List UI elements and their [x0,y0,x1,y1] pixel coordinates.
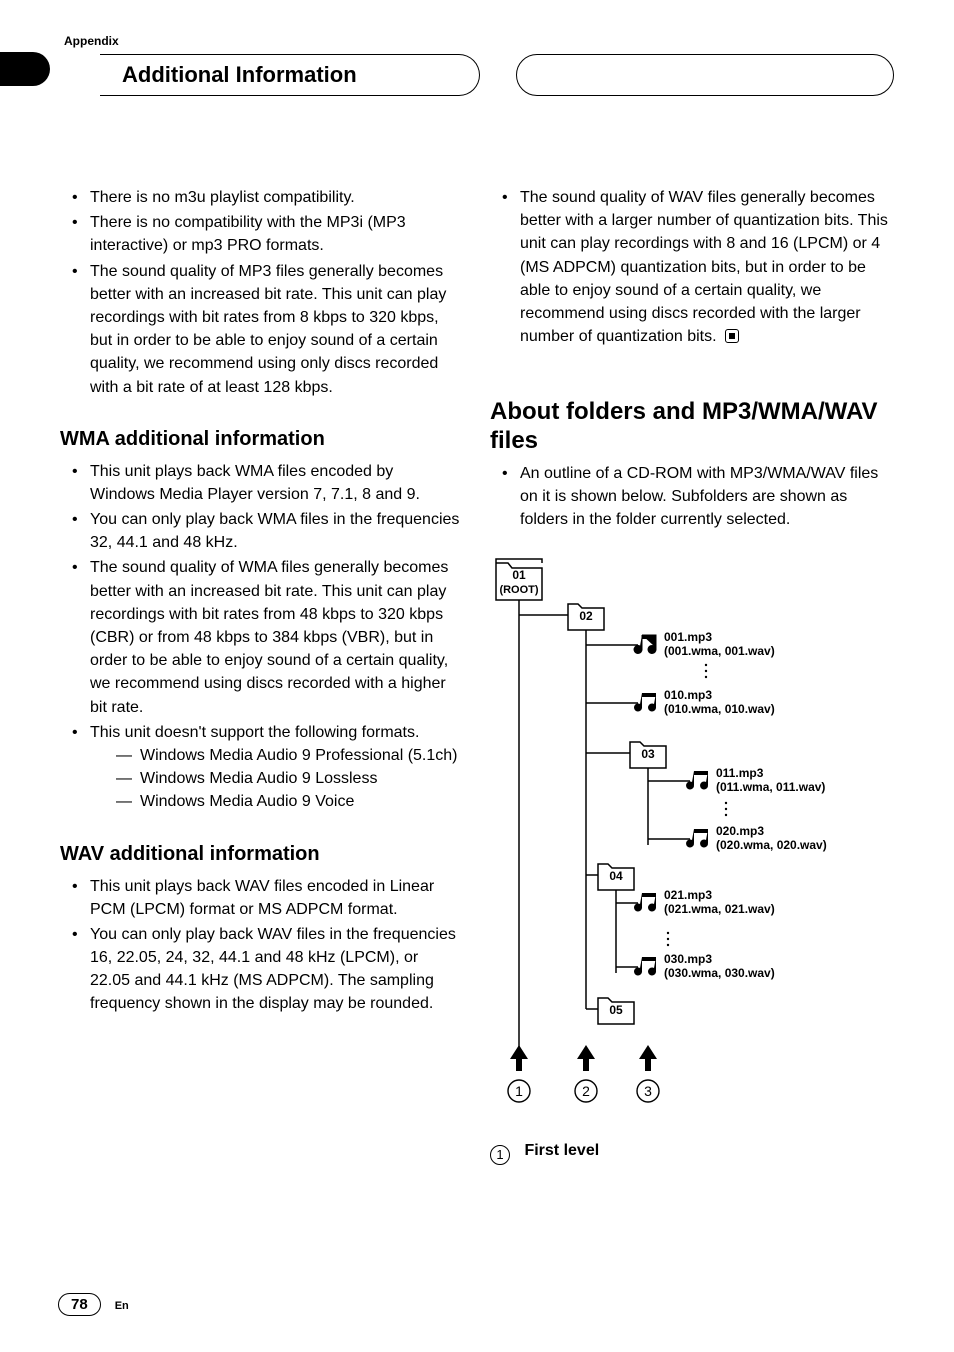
intro-bullet-list: There is no m3u playlist compatibility. … [60,186,460,399]
wav-heading: WAV additional information [60,840,460,869]
header-title: Additional Information [122,62,357,88]
section-tab [0,52,50,86]
svg-text:03: 03 [641,747,655,761]
list-item: There is no compatibility with the MP3i … [60,211,460,257]
svg-text:04: 04 [609,869,623,883]
first-level-label: 1 First level [490,1139,890,1165]
list-item: You can only play back WAV files in the … [60,923,460,1016]
list-item: The sound quality of WAV files generally… [490,186,890,348]
svg-text:3: 3 [644,1083,652,1099]
diagram-root-line1: 01 [512,568,526,582]
svg-text:(021.wma, 021.wav): (021.wma, 021.wav) [664,902,775,916]
section-heading: About folders and MP3/WMA/WAV files [490,398,890,456]
left-column: There is no m3u playlist compatibility. … [60,186,460,1165]
svg-text:(011.wma, 011.wav): (011.wma, 011.wav) [716,780,825,794]
dash-item: Windows Media Audio 9 Professional (5.1c… [90,744,460,767]
first-level-text: First level [524,1142,599,1159]
tree-svg: 01 (ROOT) 02 001.mp3 (001.wma, 001.wav) [490,545,890,1115]
svg-text:011.mp3: 011.mp3 [716,766,764,780]
dash-item: Windows Media Audio 9 Lossless [90,767,460,790]
page-badge: 78 En [58,1293,129,1316]
section-end-icon [725,329,739,343]
dash-item: Windows Media Audio 9 Voice [90,790,460,813]
list-item: The sound quality of WMA files generally… [60,556,460,718]
page-number: 78 [58,1293,101,1316]
list-item: This unit doesn't support the following … [60,721,460,814]
svg-text:1: 1 [515,1083,523,1099]
wma-dash-list: Windows Media Audio 9 Professional (5.1c… [90,744,460,814]
right-column: The sound quality of WAV files generally… [490,186,890,1165]
svg-text:021.mp3: 021.mp3 [664,888,712,902]
list-item: This unit plays back WAV files encoded i… [60,875,460,921]
section-bullet-list: An outline of a CD-ROM with MP3/WMA/WAV … [490,462,890,532]
arrow-icon [577,1045,595,1071]
list-item: You can only play back WMA files in the … [60,508,460,554]
header-row: Additional Information [60,54,894,96]
svg-text:030.mp3: 030.mp3 [664,952,712,966]
wma-heading: WMA additional information [60,425,460,454]
svg-text:05: 05 [609,1003,623,1017]
svg-text:001.mp3: 001.mp3 [664,630,712,644]
arrow-icon [639,1045,657,1071]
list-item-text: The sound quality of WAV files generally… [520,189,888,345]
svg-text:2: 2 [582,1083,590,1099]
svg-text:(010.wma, 010.wav): (010.wma, 010.wav) [664,702,775,716]
list-item: This unit plays back WMA files encoded b… [60,460,460,506]
list-item: There is no m3u playlist compatibility. [60,186,460,209]
circled-number: 1 [490,1145,510,1165]
appendix-label: Appendix [64,34,894,48]
svg-text:(020.wma, 020.wav): (020.wma, 020.wav) [716,838,827,852]
diagram-folder: 02 [579,609,593,623]
header-title-pill: Additional Information [100,54,480,96]
svg-text:(030.wma, 030.wav): (030.wma, 030.wav) [664,966,775,980]
wma-bullet-list: This unit plays back WMA files encoded b… [60,460,460,814]
list-item: An outline of a CD-ROM with MP3/WMA/WAV … [490,462,890,532]
list-item: The sound quality of MP3 files generally… [60,260,460,399]
top-bullet-list: The sound quality of WAV files generally… [490,186,890,348]
svg-text:020.mp3: 020.mp3 [716,824,764,838]
arrow-icon [510,1045,528,1071]
wav-bullet-list: This unit plays back WAV files encoded i… [60,875,460,1016]
page-lang: En [115,1300,129,1312]
content-columns: There is no m3u playlist compatibility. … [60,186,894,1165]
diagram-root-line2: (ROOT) [499,584,538,596]
svg-text:010.mp3: 010.mp3 [664,688,712,702]
header-empty-pill [516,54,894,96]
svg-text:(001.wma, 001.wav): (001.wma, 001.wav) [664,644,775,658]
folder-tree-diagram: 01 (ROOT) 02 001.mp3 (001.wma, 001.wav) [490,545,890,1122]
list-item-text: This unit doesn't support the following … [90,724,419,741]
